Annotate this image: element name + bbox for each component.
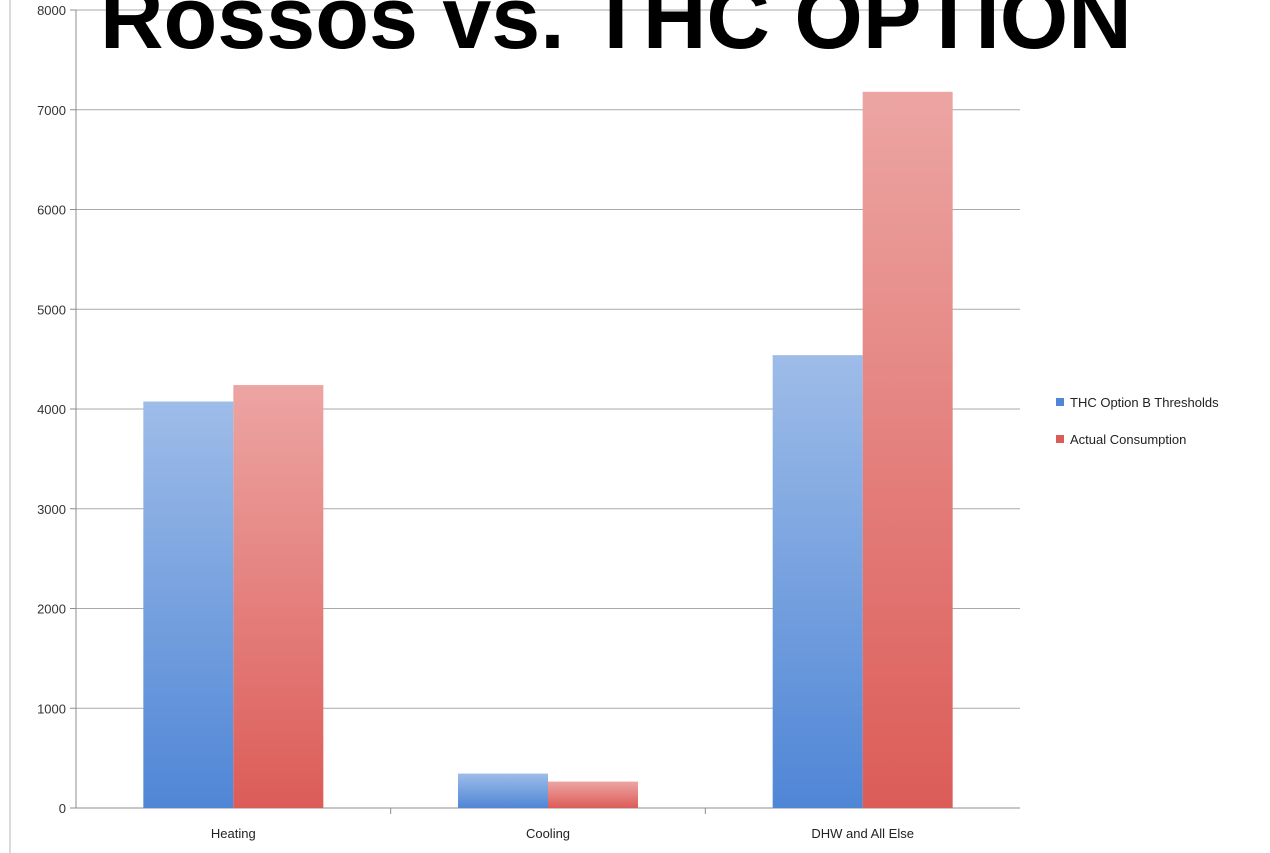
y-tick-label: 0 [59, 801, 66, 816]
bar-thc-option-b-thresholds-dhw-and-all-else [772, 355, 863, 808]
bar-thc-option-b-thresholds-heating [143, 401, 234, 808]
x-category-label: Heating [211, 826, 256, 841]
bar-actual-consumption-dhw-and-all-else [862, 91, 953, 809]
y-tick-label: 7000 [37, 103, 66, 118]
legend-label: THC Option B Thresholds [1070, 395, 1219, 410]
chart-title: Rossos vs. THC OPTION [100, 0, 1132, 67]
y-tick-label: 8000 [37, 3, 66, 18]
y-tick-label: 5000 [37, 302, 66, 317]
bars [143, 91, 953, 809]
x-category-label: DHW and All Else [811, 826, 914, 841]
legend-label: Actual Consumption [1070, 432, 1186, 447]
y-tick-label: 4000 [37, 402, 66, 417]
legend-swatch [1056, 435, 1064, 443]
bar-actual-consumption-heating [233, 385, 324, 808]
bar-thc-option-b-thresholds-cooling [458, 773, 548, 808]
axis-labels: 0 1000 2000 3000 4000 5000 6000 7000 8000 Heating… [37, 3, 914, 841]
bar-actual-consumption-cooling [548, 781, 638, 808]
legend-swatch [1056, 398, 1064, 406]
legend: THC Option B Thresholds Actual Consumptio… [1056, 395, 1219, 447]
y-tick-label: 2000 [37, 602, 66, 617]
y-tick-label: 1000 [37, 701, 66, 716]
x-category-label: Cooling [526, 826, 570, 841]
y-tick-label: 3000 [37, 502, 66, 517]
y-tick-label: 6000 [37, 203, 66, 218]
